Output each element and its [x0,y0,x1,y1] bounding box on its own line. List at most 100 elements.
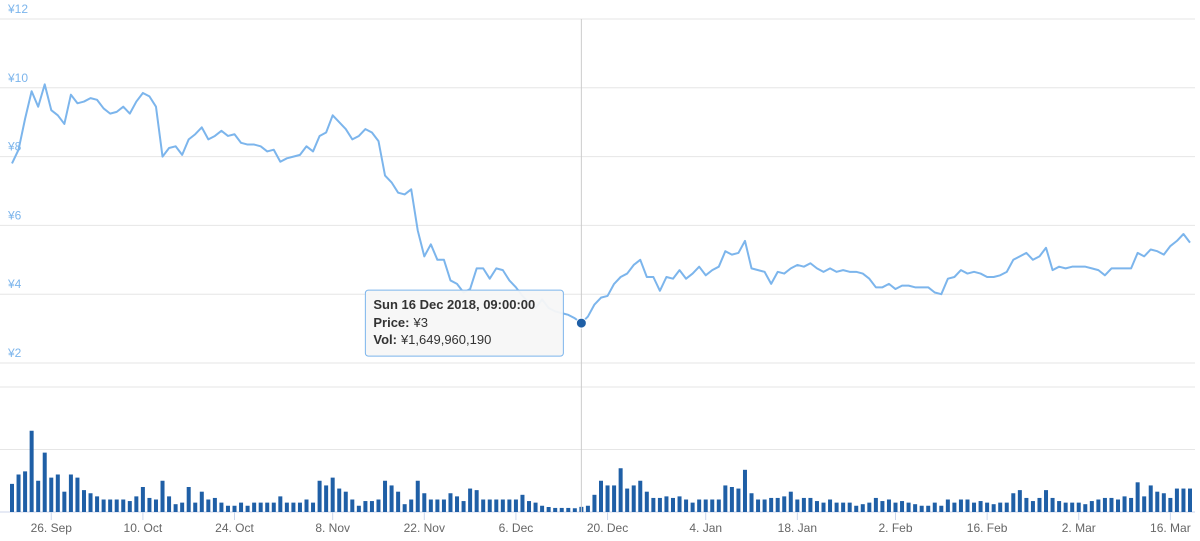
volume-bar [363,501,368,512]
volume-bar [16,474,21,512]
volume-bar [147,497,152,512]
volume-bar [42,452,47,512]
volume-bar [422,493,427,512]
volume-bar [494,499,499,512]
volume-bar [742,469,747,512]
volume-bar [409,499,414,512]
volume-bar [670,497,675,512]
y-tick-label: ¥2 [7,346,22,360]
volume-bar [1050,497,1055,512]
volume-bar [1155,491,1160,512]
volume-bar [330,477,335,512]
volume-bar [540,505,545,512]
x-tick-label: 2. Feb [878,521,912,535]
volume-bar [1044,490,1049,512]
volume-bar [252,502,257,512]
volume-bar [376,499,381,512]
volume-bar [1109,497,1114,512]
volume-bar [985,502,990,512]
x-tick-label: 22. Nov [404,521,445,535]
volume-bar [559,507,564,512]
volume-bar [461,501,466,512]
volume-bar [1188,488,1192,512]
volume-bar [612,485,617,512]
volume-bar [481,499,486,512]
x-tick-label: 16. Feb [967,521,1008,535]
tooltip-value: ¥3 [413,315,428,330]
volume-bar [1083,504,1088,512]
volume-bar [854,505,859,512]
x-tick-label: 24. Oct [215,521,254,535]
volume-bars [10,430,1192,512]
volume-bar [684,499,689,512]
tooltip-value: ¥1,649,960,190 [400,332,491,347]
volume-bar [657,497,662,512]
price-line [11,83,1191,325]
volume-bar [304,499,309,512]
tooltip-key: Vol: [373,332,397,347]
x-tick-label: 10. Oct [124,521,163,535]
volume-bar [1030,501,1035,512]
volume-bar [134,496,139,512]
volume-bar [808,497,813,512]
volume-bar [1135,482,1140,512]
volume-bar [474,490,479,512]
volume-bar [153,499,158,512]
volume-bar [1063,502,1068,512]
volume-bar [965,499,970,512]
volume-bar [383,480,388,512]
volume-bar [553,507,558,512]
x-tick-label: 4. Jan [689,521,722,535]
volume-bar [455,496,460,512]
volume-bar [1017,490,1022,512]
volume-bar [1024,497,1029,512]
volume-bar [1057,501,1062,512]
volume-bar [1129,497,1134,512]
volume-bar [1142,496,1147,512]
volume-bar [507,499,512,512]
volume-bar [769,497,774,512]
tooltip-title: Sun 16 Dec 2018, 09:00:00 [373,297,535,312]
x-axis: 26. Sep 10. Oct 24. Oct 8. Nov 22. Nov 6. Dec… [31,512,1191,535]
volume-bar [618,468,623,512]
y-tick-label: ¥10 [7,71,28,85]
volume-bar [958,499,963,512]
volume-bar [1116,499,1121,512]
volume-bar [690,502,695,512]
volume-bar [527,501,532,512]
volume-bar [441,499,446,512]
volume-bar [952,502,957,512]
tooltip: Sun 16 Dec 2018, 09:00:00 Price: ¥3 Vol: ¥1,… [364,19,587,512]
volume-bar [873,497,878,512]
volume-bar [991,504,996,512]
volume-bar [23,471,28,512]
volume-bar [55,474,60,512]
volume-bar [68,474,73,512]
volume-bar [114,499,119,512]
volume-bar [664,496,669,512]
volume-bar [821,502,826,512]
volume-bar [180,502,185,512]
volume-bar [913,504,918,512]
volume-bar [906,502,911,512]
volume-bar [186,487,191,512]
volume-bar [886,499,891,512]
volume-bar [939,505,944,512]
volume-bar [638,480,643,512]
volume-bar [697,499,702,512]
volume-bar [801,497,806,512]
volume-bar [415,480,420,512]
volume-bar [62,491,67,512]
volume-bar [546,507,551,512]
volume-bar [1168,497,1173,512]
volume-bar [140,487,145,512]
volume-bar [513,499,518,512]
tooltip-row: Vol: ¥1,649,960,190 [373,332,491,347]
volume-bar [1011,493,1016,512]
volume-bar [219,502,224,512]
volume-bar [101,499,106,512]
y-tick-label: ¥12 [7,2,28,16]
volume-bar [127,501,132,512]
volume-bar [828,499,833,512]
